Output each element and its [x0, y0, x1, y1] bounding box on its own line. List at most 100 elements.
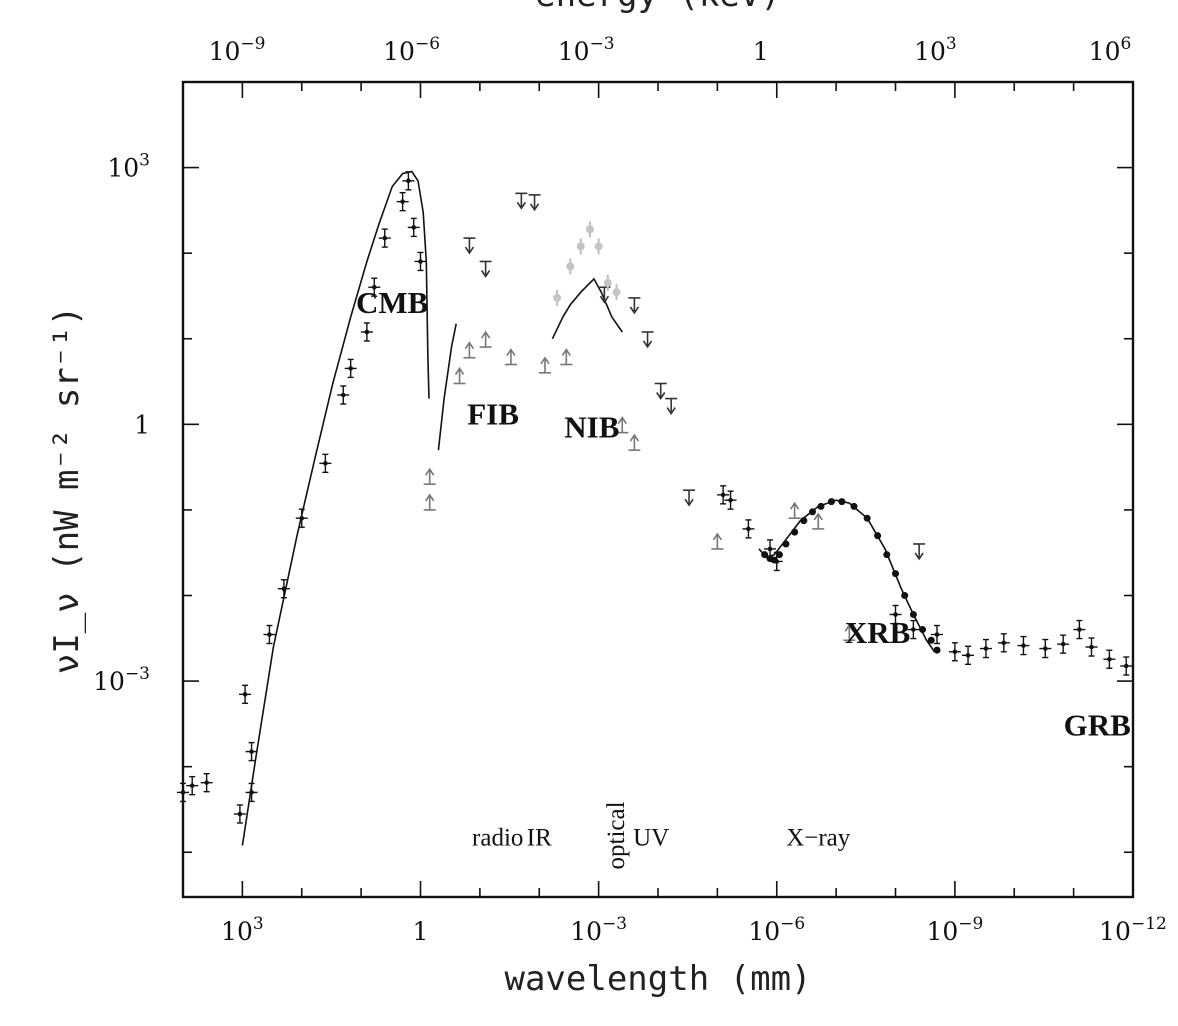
dense-point: [817, 502, 825, 510]
dense-point: [919, 626, 927, 634]
dense-point: [808, 508, 816, 516]
model-curve: [437, 323, 457, 451]
component-label: XRB: [845, 615, 910, 650]
error-bar-point: [997, 633, 1010, 653]
data-points: [177, 171, 1133, 824]
component-label: CMB: [356, 285, 428, 320]
error-bar-point: [742, 519, 755, 539]
upper-limit-arrow: [683, 489, 696, 507]
model-curve: [551, 277, 623, 340]
error-bar-point: [263, 624, 276, 645]
upper-limit-arrow: [654, 382, 667, 400]
lower-limit-arrow: [539, 356, 552, 374]
lower-limit-arrow: [812, 512, 825, 530]
region-label: X−ray: [786, 824, 851, 851]
dense-point: [782, 540, 790, 548]
error-bar-point: [724, 490, 737, 510]
error-bar-point: [889, 604, 902, 625]
component-label: GRB: [1064, 708, 1131, 743]
x-tick-label: 10−3: [570, 914, 627, 946]
error-bar-point: [1039, 638, 1052, 659]
error-bar-point: [177, 782, 189, 803]
top-tick-label: 10−9: [209, 34, 266, 66]
x-tick-label: 103: [221, 914, 264, 946]
error-bar-point: [360, 322, 373, 342]
dense-point: [933, 646, 941, 654]
y-tick-label: 10−3: [93, 664, 150, 696]
dense-point: [901, 592, 909, 600]
error-bar-point: [1017, 635, 1030, 656]
lower-limit-arrow: [560, 348, 573, 366]
error-bar-point: [407, 217, 420, 238]
error-bar-point: [295, 508, 308, 528]
light-gray-point: [612, 284, 621, 301]
dense-point: [838, 498, 846, 506]
model-curves: [241, 170, 936, 846]
top-tick-label: 10−6: [383, 34, 440, 66]
error-bar-point: [344, 358, 357, 379]
error-bar-point: [1073, 619, 1086, 640]
light-gray-point: [566, 258, 575, 275]
plot-frame: [181, 80, 1135, 899]
error-bar-point: [931, 624, 944, 645]
dense-point: [800, 517, 808, 525]
error-bar-point: [414, 251, 427, 272]
region-label: UV: [633, 824, 669, 851]
upper-limit-arrow: [515, 192, 528, 210]
lower-limit-arrow: [711, 532, 724, 550]
top-tick-label: 106: [1089, 34, 1132, 66]
lower-limit-arrow: [423, 493, 436, 511]
error-bar-point: [396, 191, 409, 212]
error-bar-point: [1103, 649, 1116, 669]
region-label: optical: [603, 801, 630, 869]
error-bar-point: [948, 642, 961, 662]
tick-labels: 103 1 10−3 10−6 10−9 10−12 10−9 10−6 10−3 1 103 106…: [93, 34, 1167, 946]
error-bar-point: [319, 453, 332, 474]
x-tick-label: 10−6: [748, 914, 805, 946]
axis-ticks: [182, 81, 1134, 897]
error-bar-point: [402, 171, 415, 191]
lower-limit-arrow: [479, 330, 492, 348]
lower-limit-arrow: [616, 416, 629, 434]
x-tick-label: 10−9: [926, 914, 983, 946]
region-label: IR: [527, 824, 552, 851]
error-bar-point: [979, 638, 992, 659]
error-bar-point: [1085, 637, 1098, 657]
top-tick-label: 1: [753, 37, 769, 66]
top-tick-label: 103: [914, 34, 957, 66]
light-gray-point: [603, 274, 612, 291]
error-bar-point: [1120, 656, 1133, 676]
error-bar-point: [186, 775, 199, 796]
upper-limit-arrow: [479, 260, 492, 278]
upper-limit-arrow: [665, 397, 678, 416]
upper-limit-arrow: [463, 237, 476, 255]
error-bar-point: [717, 485, 730, 505]
error-bar-point: [239, 684, 252, 705]
upper-limit-arrow: [913, 543, 926, 561]
light-gray-point: [594, 238, 603, 255]
region-label: radio: [472, 824, 523, 851]
error-bar-point: [378, 228, 391, 248]
x-tick-label: 1: [413, 917, 429, 946]
y-tick-label: 1: [134, 410, 150, 439]
upper-limit-arrow: [628, 297, 641, 315]
error-bar-point: [245, 782, 258, 803]
error-bar-point: [763, 539, 776, 559]
error-bar-point: [907, 619, 920, 640]
component-label: FIB: [467, 396, 519, 431]
lower-limit-arrow: [463, 341, 476, 359]
upper-limit-arrow: [641, 331, 654, 349]
dense-point: [827, 498, 835, 506]
error-bar-point: [245, 741, 258, 762]
y-axis-title: νI_ν (nW m⁻² sr⁻¹): [47, 306, 87, 674]
x-tick-label: 10−12: [1099, 914, 1167, 946]
error-bar-point: [337, 385, 350, 405]
error-bar-point: [277, 579, 290, 599]
dense-point: [874, 532, 882, 540]
dense-point: [883, 551, 891, 559]
dense-point: [850, 502, 858, 510]
x-axis-title: wavelength (mm): [504, 959, 811, 999]
component-label: NIB: [564, 410, 619, 445]
dense-point: [791, 528, 799, 536]
